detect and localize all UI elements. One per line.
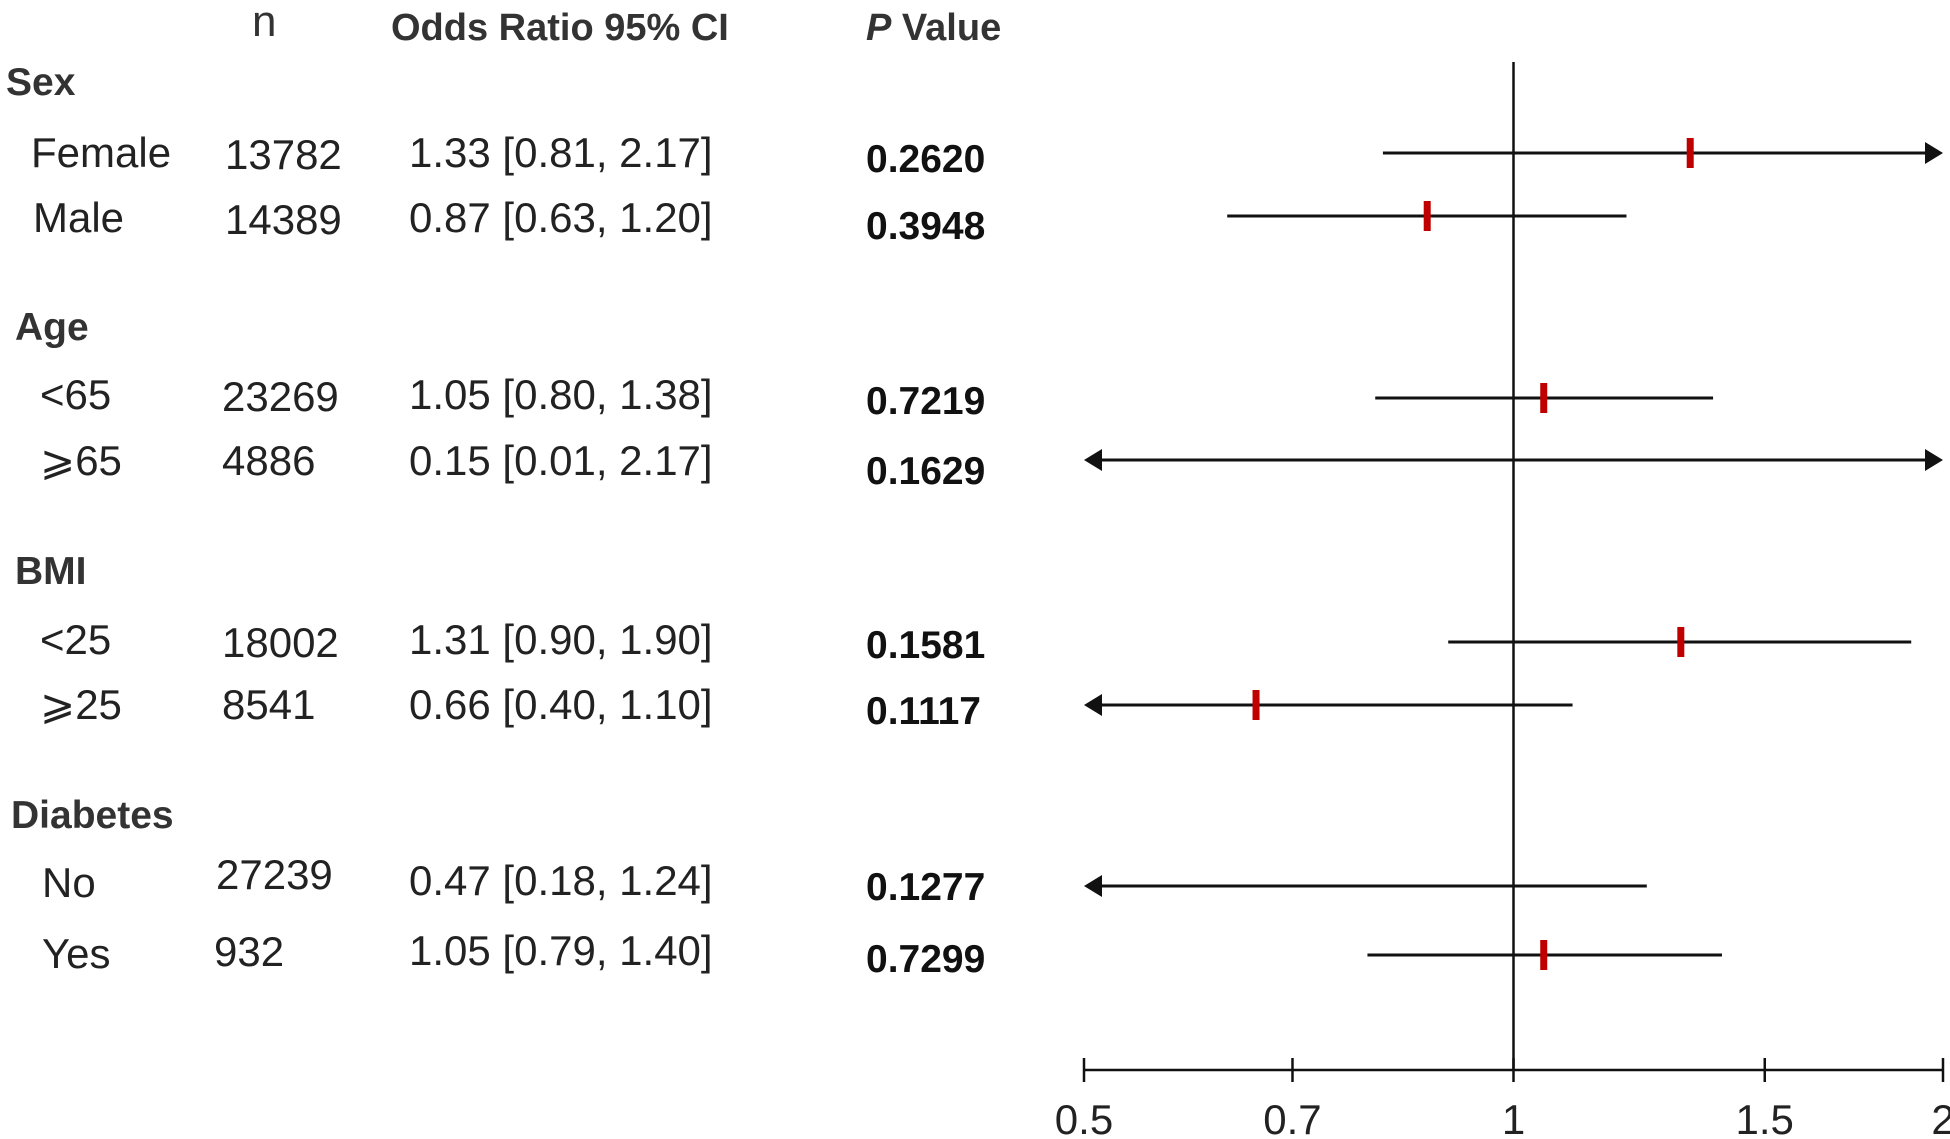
point-estimate bbox=[1677, 627, 1685, 657]
row-p-value: 0.1277 bbox=[866, 866, 986, 909]
point-estimate bbox=[1686, 138, 1694, 168]
row-n: 23269 bbox=[222, 373, 339, 420]
row-or-ci: 1.33 [0.81, 2.17] bbox=[409, 129, 713, 176]
row-n: 14389 bbox=[225, 196, 342, 243]
row-or-ci: 0.47 [0.18, 1.24] bbox=[409, 857, 713, 904]
point-estimate bbox=[1423, 201, 1431, 231]
header-p-value: P Value bbox=[866, 9, 1001, 47]
x-tick-label: 2 bbox=[1931, 1096, 1950, 1139]
group-label-age: Age bbox=[15, 306, 89, 349]
header-odds-ratio-ci: Odds Ratio 95% CI bbox=[391, 7, 729, 49]
row-or-ci: 0.15 [0.01, 2.17] bbox=[409, 437, 713, 484]
ci-arrow-left bbox=[1084, 449, 1102, 471]
row-p-value: 0.7299 bbox=[866, 938, 986, 981]
row-p-value: 0.7219 bbox=[866, 380, 986, 423]
ci-arrow-left bbox=[1084, 875, 1102, 897]
row-or-ci: 1.31 [0.90, 1.90] bbox=[409, 616, 713, 663]
x-tick-label: 0.7 bbox=[1263, 1096, 1321, 1139]
row-n: 4886 bbox=[222, 437, 316, 484]
row-label: ⩾65 bbox=[40, 437, 122, 484]
row-label: <25 bbox=[40, 616, 112, 663]
row-label: ⩾25 bbox=[40, 681, 122, 728]
point-estimate bbox=[1540, 940, 1548, 970]
row-p-value: 0.1581 bbox=[866, 624, 986, 667]
point-estimate bbox=[1540, 383, 1548, 413]
group-label-sex: Sex bbox=[6, 61, 76, 104]
row-p-value: 0.2620 bbox=[866, 138, 986, 181]
row-n: 8541 bbox=[222, 681, 316, 728]
row-label: <65 bbox=[40, 371, 112, 418]
x-tick-label: 1 bbox=[1502, 1096, 1525, 1139]
header-p-italic: P bbox=[866, 7, 892, 49]
row-p-value: 0.1117 bbox=[866, 690, 981, 733]
row-or-ci: 0.87 [0.63, 1.20] bbox=[409, 194, 713, 241]
row-n: 13782 bbox=[225, 131, 342, 178]
header-p-rest: Value bbox=[891, 7, 1002, 49]
row-p-value: 0.3948 bbox=[866, 205, 986, 248]
row-label: Male bbox=[33, 194, 125, 241]
row-p-value: 0.1629 bbox=[866, 450, 986, 493]
x-tick-label: 0.5 bbox=[1055, 1096, 1113, 1139]
ci-arrow-right bbox=[1925, 449, 1943, 471]
point-estimate bbox=[1252, 690, 1260, 720]
row-or-ci: 1.05 [0.79, 1.40] bbox=[409, 927, 713, 974]
ci-arrow-left bbox=[1084, 694, 1102, 716]
group-label-diabetes: Diabetes bbox=[11, 794, 174, 837]
row-n: 27239 bbox=[216, 851, 333, 898]
row-or-ci: 0.66 [0.40, 1.10] bbox=[409, 681, 713, 728]
row-or-ci: 1.05 [0.80, 1.38] bbox=[409, 371, 713, 418]
header-n: n bbox=[252, 0, 277, 46]
ci-arrow-right bbox=[1925, 142, 1943, 164]
x-tick-label: 1.5 bbox=[1736, 1096, 1794, 1139]
row-n: 932 bbox=[214, 928, 285, 975]
row-label: Female bbox=[31, 129, 172, 176]
row-n: 18002 bbox=[222, 619, 339, 666]
group-label-bmi: BMI bbox=[15, 550, 87, 593]
row-label: No bbox=[42, 859, 96, 906]
row-label: Yes bbox=[42, 930, 111, 977]
